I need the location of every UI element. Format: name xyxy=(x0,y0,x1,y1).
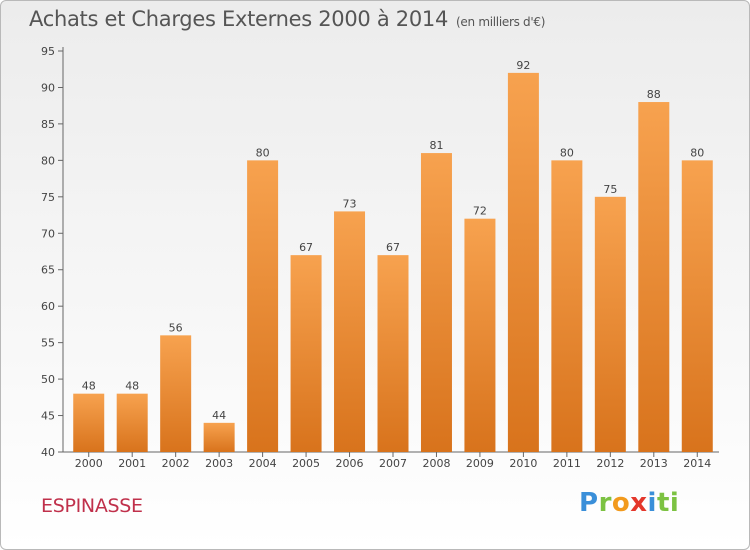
x-tick-label: 2000 xyxy=(75,457,103,470)
data-label: 92 xyxy=(516,59,530,72)
chart-title-text: Achats et Charges Externes 2000 à 2014 xyxy=(29,7,449,31)
data-label: 88 xyxy=(647,88,661,101)
data-label: 72 xyxy=(473,205,487,218)
y-tick-label: 90 xyxy=(41,81,55,94)
data-label: 73 xyxy=(343,197,357,210)
logo-letter: P xyxy=(579,488,599,518)
data-label: 80 xyxy=(256,146,270,159)
y-tick-label: 45 xyxy=(41,410,55,423)
bars xyxy=(73,72,713,452)
bar xyxy=(420,153,452,452)
x-tick-label: 2001 xyxy=(118,457,146,470)
x-tick-label: 2010 xyxy=(509,457,537,470)
x-tick-label: 2003 xyxy=(205,457,233,470)
bar xyxy=(681,160,713,452)
bar xyxy=(334,211,366,452)
x-tick-label: 2007 xyxy=(379,457,407,470)
logo-letter: i xyxy=(647,488,657,518)
data-label: 67 xyxy=(386,241,400,254)
logo-letter: x xyxy=(630,488,648,518)
y-tick-label: 55 xyxy=(41,337,55,350)
bar xyxy=(594,196,626,452)
y-tick-label: 40 xyxy=(41,446,55,459)
data-label: 44 xyxy=(212,409,226,422)
x-tick-label: 2005 xyxy=(292,457,320,470)
bar xyxy=(638,102,670,452)
x-tick-label: 2004 xyxy=(249,457,277,470)
y-tick-label: 80 xyxy=(41,154,55,167)
bar xyxy=(377,255,409,452)
x-tick-label: 2002 xyxy=(162,457,190,470)
data-label: 48 xyxy=(125,380,139,393)
bar xyxy=(160,335,192,452)
data-label: 80 xyxy=(560,146,574,159)
y-tick-label: 50 xyxy=(41,373,55,386)
chart-title: Achats et Charges Externes 2000 à 2014 (e… xyxy=(29,7,545,31)
x-tick-label: 2009 xyxy=(466,457,494,470)
chart-unit: (en milliers d'€) xyxy=(456,15,546,29)
bar xyxy=(73,393,105,452)
x-tick-label: 2014 xyxy=(683,457,711,470)
logo-letter: o xyxy=(611,488,631,518)
data-label: 80 xyxy=(690,146,704,159)
bar xyxy=(464,218,496,452)
y-tick-label: 65 xyxy=(41,264,55,277)
x-tick-label: 2012 xyxy=(596,457,624,470)
logo-letter: r xyxy=(598,488,612,518)
y-tick-label: 60 xyxy=(41,300,55,313)
proxiti-logo: Proxiti xyxy=(579,488,679,518)
y-tick-label: 85 xyxy=(41,118,55,131)
bar xyxy=(551,160,583,452)
data-label: 56 xyxy=(169,321,183,334)
bar xyxy=(247,160,279,452)
y-tick-label: 70 xyxy=(41,227,55,240)
bar xyxy=(507,72,539,452)
data-label: 48 xyxy=(82,380,96,393)
bar xyxy=(116,393,148,452)
axes: 40 45 50 55 60 65 70 75 80 85 90 95 2000 2001 2002 2003… xyxy=(41,45,719,470)
data-label: 67 xyxy=(299,241,313,254)
y-tick-label: 75 xyxy=(41,191,55,204)
y-tick-label: 95 xyxy=(41,45,55,58)
bar xyxy=(290,255,322,452)
x-tick-label: 2008 xyxy=(422,457,450,470)
commune-name: ESPINASSE xyxy=(41,495,143,517)
logo-letter: ti xyxy=(656,488,680,518)
bar xyxy=(203,422,235,452)
x-tick-label: 2011 xyxy=(553,457,581,470)
value-labels: 48 48 56 44 80 67 73 67 81 72 92 80 75 88 80 xyxy=(82,59,705,422)
data-label: 75 xyxy=(603,183,617,196)
x-tick-label: 2006 xyxy=(336,457,364,470)
x-tick-label: 2013 xyxy=(640,457,668,470)
data-label: 81 xyxy=(429,139,443,152)
